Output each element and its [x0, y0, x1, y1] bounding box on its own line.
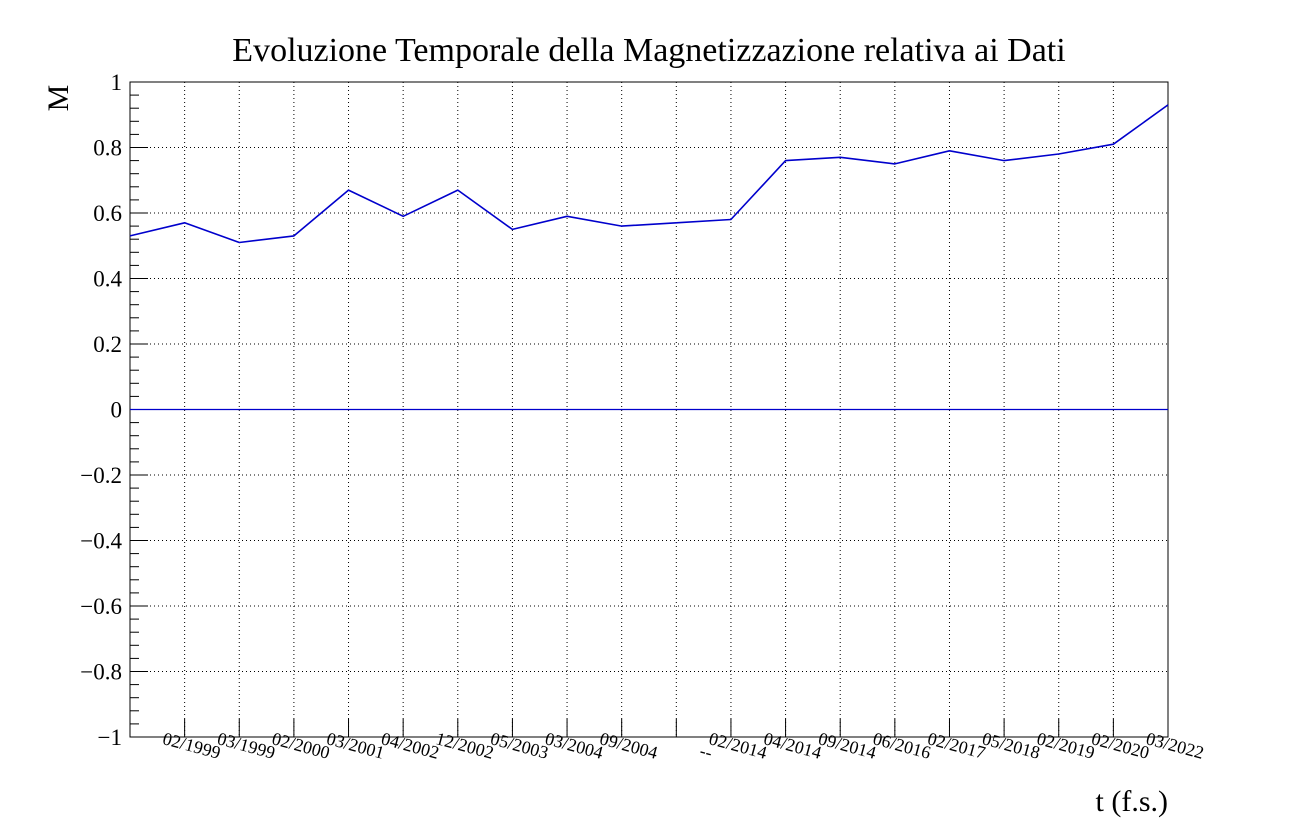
y-axis: −1 −0.8 −0.6 −0.4 −0.2 0 0.2 0.4 0.6 0.8 1 [80, 70, 148, 750]
x-tick-label: 02/2019 [1035, 728, 1097, 763]
y-axis-title: M [42, 85, 75, 112]
y-tick-label: 0.4 [93, 267, 122, 292]
y-tick-label: 0.8 [93, 136, 122, 161]
x-tick-label: 06/2016 [871, 728, 933, 763]
x-axis-title: t (f.s.) [1096, 785, 1168, 818]
x-tick-label: 09/2014 [816, 728, 878, 763]
x-tick-label: 03/2001 [324, 728, 386, 763]
x-tick-label: 02/2020 [1089, 728, 1151, 763]
x-axis: 02/199903/199902/200003/200104/200212/20… [161, 719, 1206, 763]
series-group [129, 104, 1169, 411]
y-tick-label: 0.6 [93, 201, 122, 226]
x-tick-label: 02/2017 [925, 728, 987, 763]
x-tick-label: 03/2022 [1144, 728, 1206, 763]
y-tick-label: 0 [111, 398, 123, 423]
x-tick-label: 02/2014 [707, 728, 769, 763]
y-tick-label: 1 [111, 70, 123, 95]
y-tick-label: −0.8 [80, 660, 122, 685]
x-tick-label: 04/2014 [762, 728, 824, 763]
x-tick-label: 05/2018 [980, 728, 1042, 763]
x-tick-label: 03/2004 [543, 728, 605, 763]
x-tick-label: 04/2002 [379, 728, 441, 763]
x-tick-label: 09/2004 [598, 728, 660, 763]
x-tick-label: 02/2000 [270, 728, 332, 763]
x-tick-label: -- [698, 740, 715, 762]
series-magnetization-line [129, 104, 1169, 244]
y-tick-label: −0.2 [80, 463, 122, 488]
x-tick-label: 02/1999 [161, 728, 223, 763]
x-tick-label: 12/2002 [434, 728, 496, 763]
y-tick-label: 0.2 [93, 332, 122, 357]
x-tick-label: 03/1999 [215, 728, 277, 763]
y-tick-label: −0.4 [80, 529, 122, 554]
y-tick-label: −1 [98, 725, 122, 750]
y-tick-label: −0.6 [80, 594, 122, 619]
chart-title: Evoluzione Temporale della Magnetizzazio… [232, 32, 1065, 69]
x-tick-label: 05/2003 [488, 728, 550, 763]
